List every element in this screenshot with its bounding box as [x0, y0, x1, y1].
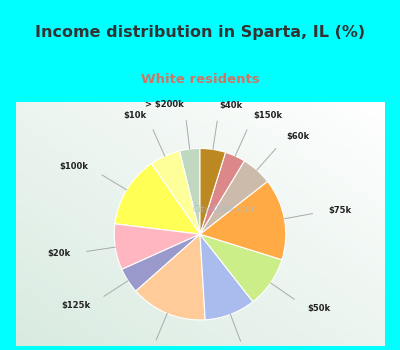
- Wedge shape: [200, 181, 286, 260]
- Wedge shape: [122, 234, 200, 291]
- Wedge shape: [200, 161, 268, 234]
- Wedge shape: [200, 234, 282, 302]
- Text: $100k: $100k: [59, 162, 88, 171]
- Wedge shape: [151, 151, 200, 234]
- Wedge shape: [136, 234, 205, 320]
- Wedge shape: [115, 164, 200, 234]
- Text: $50k: $50k: [308, 304, 331, 313]
- Text: City-Data.com: City-Data.com: [192, 205, 257, 214]
- Wedge shape: [200, 234, 253, 320]
- Text: $60k: $60k: [287, 132, 310, 141]
- Text: > $200k: > $200k: [146, 100, 184, 109]
- Text: White residents: White residents: [141, 73, 259, 86]
- Text: $40k: $40k: [220, 100, 243, 110]
- Wedge shape: [200, 148, 226, 234]
- Text: $10k: $10k: [123, 111, 146, 120]
- Text: $75k: $75k: [328, 206, 352, 215]
- Text: $150k: $150k: [254, 111, 283, 120]
- Wedge shape: [180, 148, 200, 234]
- Wedge shape: [200, 152, 244, 234]
- Wedge shape: [114, 224, 200, 270]
- Text: Income distribution in Sparta, IL (%): Income distribution in Sparta, IL (%): [35, 25, 365, 40]
- Text: $20k: $20k: [48, 249, 71, 258]
- Text: $125k: $125k: [61, 301, 90, 310]
